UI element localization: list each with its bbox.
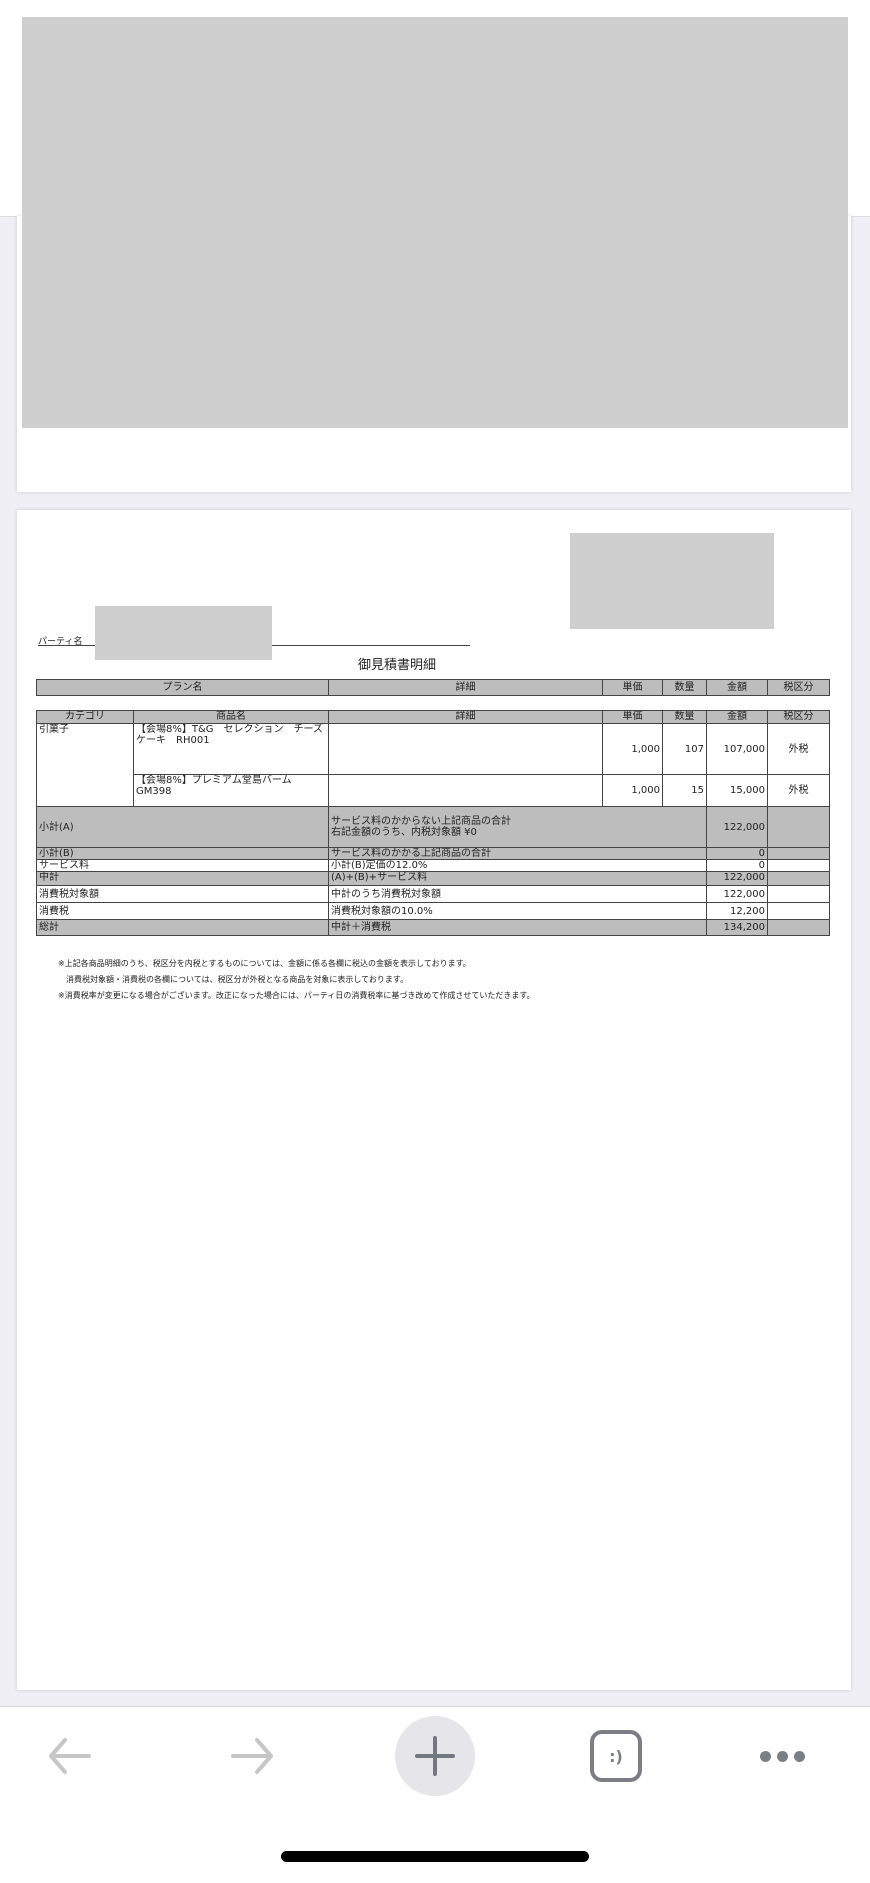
back-button[interactable]	[45, 1731, 95, 1781]
document-title: 御見積書明細	[358, 658, 437, 673]
plan-header-amount: 金額	[706, 679, 768, 696]
summary-tax	[767, 885, 830, 903]
summary-detail: 中計＋消費税	[328, 919, 707, 936]
item-qty: 107	[662, 723, 707, 775]
pdf-page-2	[17, 510, 851, 1690]
summary-amount: 122,000	[706, 871, 768, 886]
table-row: 引菓子 【会場8%】T&G セレクション チーズケーキ RH001 1,000 …	[36, 723, 830, 807]
item-tax: 外税	[767, 774, 830, 807]
note-line: ※上記各商品明細のうち、税区分を内税とするものについては、金額に係る各欄に税込の…	[58, 959, 471, 968]
note-line: ※消費税率が変更になる場合がございます。改正になった場合には、パーティ日の消費税…	[58, 991, 535, 1000]
item-unit-price: 1,000	[602, 774, 663, 807]
redacted-logo	[570, 533, 774, 629]
summary-row: 消費税対象額 中計のうち消費税対象額 122,000	[36, 885, 830, 903]
notes: ※上記各商品明細のうち、税区分を内税とするものについては、金額に係る各欄に税込の…	[58, 956, 535, 1004]
plan-header-tax: 税区分	[767, 679, 830, 696]
items-table: カテゴリ 商品名 詳細 単価 数量 金額 税区分 引菓子 【会場8%】T&G セ…	[36, 710, 830, 936]
summary-detail-line2: 右記金額のうち、内税対象額 ¥0	[331, 827, 477, 838]
plan-header-unit-price: 単価	[602, 679, 663, 696]
summary-label: 中計	[36, 871, 329, 886]
summary-tax	[767, 847, 830, 860]
redacted-party-name	[95, 606, 272, 660]
summary-row: 総計 中計＋消費税 134,200	[36, 919, 830, 936]
summary-row: サービス料 小計(B)定価の12.0% 0	[36, 859, 830, 872]
more-button[interactable]	[752, 1736, 812, 1776]
summary-label: 総計	[36, 919, 329, 936]
back-arrow-icon	[49, 1738, 91, 1774]
summary-row: 中計 (A)+(B)+サービス料 122,000	[36, 871, 830, 886]
item-qty: 15	[662, 774, 707, 807]
summary-label: 消費税対象額	[36, 885, 329, 903]
summary-detail: 小計(B)定価の12.0%	[328, 859, 707, 872]
summary-row: 小計(A) サービス料のかからない上記商品の合計 右記金額のうち、内税対象額 ¥0…	[36, 806, 830, 848]
header-unit-price: 単価	[602, 710, 663, 724]
summary-tax	[767, 919, 830, 936]
summary-detail: 中計のうち消費税対象額	[328, 885, 707, 903]
home-indicator[interactable]	[281, 1851, 589, 1862]
summary-tax	[767, 859, 830, 872]
forward-arrow-icon	[231, 1738, 273, 1774]
tabs-button[interactable]: :)	[590, 1730, 642, 1782]
header-detail: 詳細	[328, 710, 603, 724]
item-tax: 外税	[767, 723, 830, 775]
plan-header-qty: 数量	[662, 679, 707, 696]
summary-amount: 0	[706, 847, 768, 860]
summary-detail: 消費税対象額の10.0%	[328, 902, 707, 920]
summary-label: 小計(A)	[36, 806, 329, 848]
summary-tax	[767, 871, 830, 886]
summary-detail-line1: サービス料のかからない上記商品の合計	[331, 816, 511, 827]
summary-amount: 134,200	[706, 919, 768, 936]
summary-amount: 122,000	[706, 806, 768, 848]
item-unit-price: 1,000	[602, 723, 663, 775]
header-amount: 金額	[706, 710, 768, 724]
summary-detail: サービス料のかからない上記商品の合計 右記金額のうち、内税対象額 ¥0	[328, 806, 707, 848]
header-tax: 税区分	[767, 710, 830, 724]
summary-amount: 0	[706, 859, 768, 872]
plan-table: プラン名 詳細 単価 数量 金額 税区分	[36, 679, 830, 696]
note-line: 消費税対象額・消費税の各欄については、税区分が外税となる商品を対象に表示しており…	[58, 975, 409, 984]
item-category: 引菓子	[36, 723, 134, 807]
more-icon	[759, 1750, 805, 1762]
tabs-icon: :)	[609, 1746, 623, 1766]
summary-tax	[767, 902, 830, 920]
plus-icon	[415, 1736, 455, 1776]
summary-label: 消費税	[36, 902, 329, 920]
item-name: 【会場8%】プレミアム堂島バーム GM398	[133, 774, 329, 807]
item-detail	[328, 774, 603, 807]
summary-tax	[767, 806, 830, 848]
plan-header-detail: 詳細	[328, 679, 603, 696]
header-qty: 数量	[662, 710, 707, 724]
party-name-label: パーティ名	[38, 637, 83, 647]
header-category: カテゴリ	[36, 710, 134, 724]
item-amount: 15,000	[706, 774, 768, 807]
forward-button[interactable]	[227, 1731, 277, 1781]
summary-detail: (A)+(B)+サービス料	[328, 871, 707, 886]
plan-header-name: プラン名	[36, 679, 329, 696]
summary-label: 小計(B)	[36, 847, 329, 860]
table-row: 【会場8%】プレミアム堂島バーム GM398 1,000 15 15,000 外…	[37, 774, 830, 807]
new-tab-button[interactable]	[395, 1716, 475, 1796]
item-amount: 107,000	[706, 723, 768, 775]
header-product: 商品名	[133, 710, 329, 724]
item-name: 【会場8%】T&G セレクション チーズケーキ RH001	[133, 723, 329, 775]
summary-amount: 12,200	[706, 902, 768, 920]
redacted-region	[22, 17, 848, 428]
item-detail	[328, 723, 603, 775]
summary-amount: 122,000	[706, 885, 768, 903]
summary-row: 小計(B) サービス料のかかる上記商品の合計 0	[36, 847, 830, 860]
summary-label: サービス料	[36, 859, 329, 872]
summary-row: 消費税 消費税対象額の10.0% 12,200	[36, 902, 830, 920]
summary-detail: サービス料のかかる上記商品の合計	[328, 847, 707, 860]
